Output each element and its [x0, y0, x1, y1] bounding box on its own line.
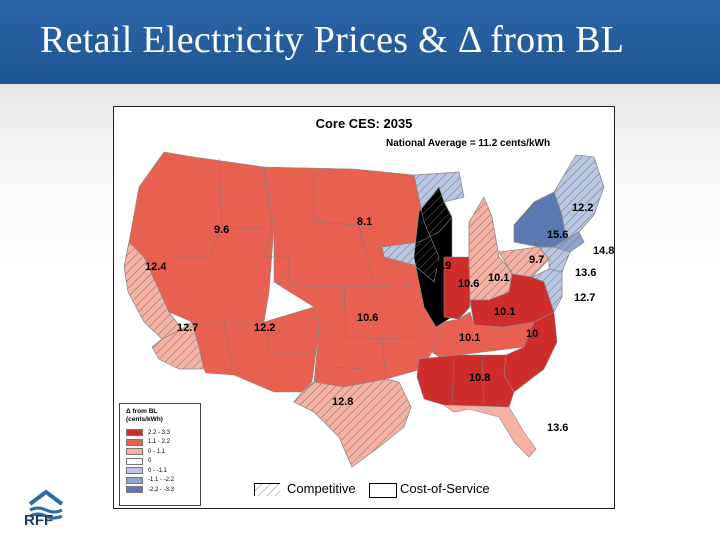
competitive-swatch [254, 483, 280, 496]
sub-boundaries [174, 158, 485, 406]
region-indiana [443, 256, 471, 320]
legend-label: 2.2 - 3.3 [148, 429, 171, 436]
region-value-label: 12.8 [332, 396, 353, 408]
competitive-hatch [531, 268, 563, 313]
legend-title-line1: Δ from BL [126, 408, 158, 415]
region-value-label: 10.8 [469, 372, 490, 384]
legend-swatch [126, 448, 143, 455]
region-value-label: 15.6 [547, 229, 568, 241]
region-florida [443, 404, 537, 458]
region-value-label: 14.8 [593, 245, 614, 257]
region-southeast [416, 354, 515, 408]
legend-item: 0 - -1.1 [126, 467, 167, 474]
legend-swatch [126, 486, 143, 493]
legend-label: 1.1 - 2.2 [148, 439, 171, 445]
rff-logo-icon [28, 489, 64, 520]
legend-title-line2: (cents/kWh) [126, 416, 163, 423]
competitive-hatch [468, 196, 513, 301]
competitive-label: Competitive [287, 481, 356, 496]
legend-item: 0 - 1.1 [126, 448, 165, 455]
map-figure: 9.6 8.1 12.4 12.7 12.2 10.6 12.8 8.9 10.6 10.1 10.… [113, 106, 615, 509]
region-value-label: 9.6 [214, 224, 229, 236]
cost-of-service-swatch [369, 483, 397, 498]
rff-logo-text: RFF [24, 512, 54, 529]
market-type-key: Competitive Cost-of-Service [254, 481, 504, 499]
region-value-label: 8.1 [357, 216, 372, 228]
legend-label: 0 - 1.1 [148, 448, 166, 455]
region-value-label: 12.7 [574, 292, 595, 304]
region-value-label: 12.4 [145, 261, 167, 273]
map-title: Core CES: 2035 [315, 116, 413, 131]
region-value-label: 12.2 [254, 322, 275, 334]
competitive-hatch-overlay [123, 154, 605, 468]
region-value-label: 9.7 [529, 254, 544, 266]
region-value-label: 10.6 [357, 312, 378, 324]
map-legend: Δ from BL (cents/kWh) 2.2 - 3.3 1.1 - 2.2… [119, 403, 201, 506]
legend-label: 0 [148, 458, 152, 464]
legend-swatch [126, 467, 143, 474]
competitive-hatch [553, 154, 605, 240]
competitive-hatch [151, 321, 205, 370]
legend-item: -1.1 - -2.2 [126, 476, 175, 484]
region-north-central [263, 166, 440, 288]
region-value-label: 10.1 [488, 272, 509, 284]
region-value-label: 10.1 [494, 306, 515, 318]
legend-item: -2.2 - -3.3 [126, 486, 174, 493]
legend-swatch [126, 438, 143, 446]
competitive-hatch [381, 171, 465, 283]
legend-item: 1.1 - 2.2 [126, 438, 171, 446]
region-value-label: 10 [526, 328, 538, 340]
legend-label: -1.1 - -2.2 [148, 477, 175, 483]
competitive-hatch [498, 246, 550, 278]
competitive-hatch [293, 378, 412, 468]
legend-swatch [126, 429, 143, 436]
region-value-label: 10.6 [458, 278, 479, 290]
legend-label: 0 - -1.1 [148, 467, 168, 474]
legend-title: Δ from BL (cents/kWh) [126, 408, 163, 424]
region-value-label: 12.7 [177, 322, 198, 334]
legend-swatch [126, 457, 143, 465]
slide-title-bar: Retail Electricity Prices & Δ from BL [0, 0, 720, 84]
us-map: 9.6 8.1 12.4 12.7 12.2 10.6 12.8 8.9 10.6 10.1 10.… [123, 151, 614, 468]
legend-swatch [126, 476, 143, 484]
region-value-label: 8.9 [436, 260, 451, 272]
cost-of-service-label: Cost-of-Service [400, 481, 490, 496]
region-labels: 9.6 8.1 12.4 12.7 12.2 10.6 12.8 8.9 10.6 10.1 10.… [145, 202, 614, 434]
legend-item: 0 [126, 457, 152, 465]
map-subtitle: National Average = 11.2 cents/kWh [386, 138, 551, 149]
region-value-label: 10.1 [459, 332, 480, 344]
region-value-label: 13.6 [547, 422, 568, 434]
region-value-label: 13.6 [575, 267, 596, 279]
slide-title: Retail Electricity Prices & Δ from BL [40, 19, 625, 61]
legend-label: -2.2 - -3.3 [148, 486, 175, 493]
region-value-label: 12.2 [572, 202, 593, 214]
legend-item: 2.2 - 3.3 [126, 429, 170, 436]
